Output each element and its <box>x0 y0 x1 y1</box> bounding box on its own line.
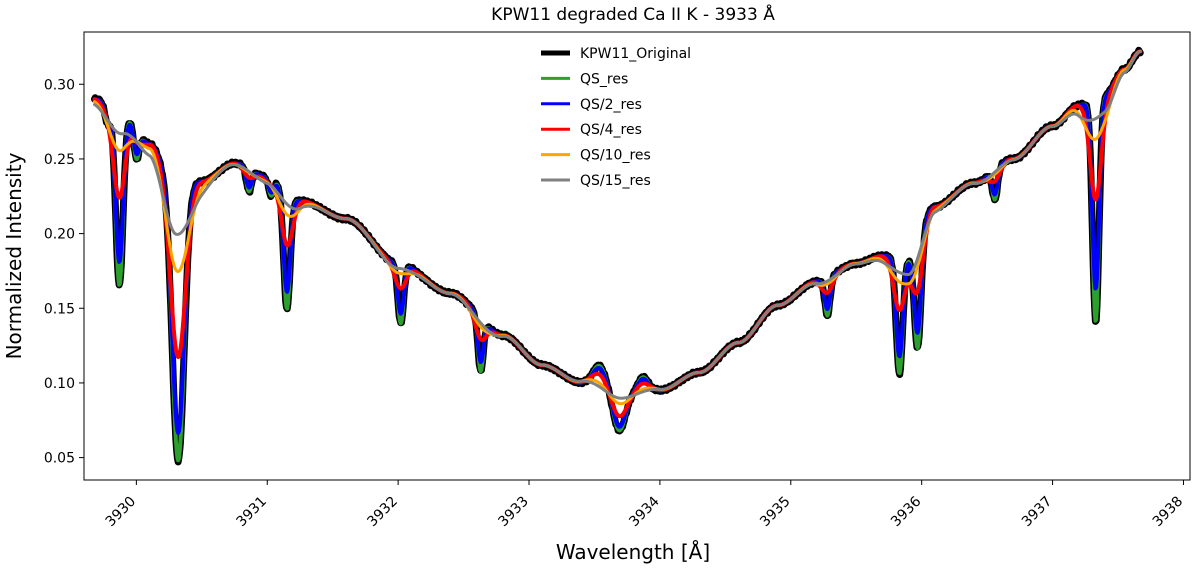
x-tick-label: 3938 <box>1150 494 1187 531</box>
legend-label: QS_res <box>580 71 628 87</box>
y-axis-label: Normalized Intensity <box>2 152 26 359</box>
y-tick-label: 0.10 <box>44 376 75 392</box>
legend-label: QS/2_res <box>580 97 642 113</box>
legend-label: QS/10_res <box>580 148 651 164</box>
x-tick-label: 3937 <box>1019 494 1056 531</box>
legend: KPW11_Original QS_res QS/2_res QS/4_res QS/1… <box>541 46 691 189</box>
y-tick-label: 0.20 <box>44 227 75 243</box>
plot-frame <box>83 31 1191 481</box>
x-tick-label: 3935 <box>757 494 794 531</box>
x-tick-label: 3933 <box>495 494 532 531</box>
x-tick-label: 3930 <box>103 494 140 531</box>
legend-label: QS/4_res <box>580 122 642 138</box>
y-tick-label: 0.30 <box>44 77 75 93</box>
y-axis: 0.05 0.10 0.15 0.20 0.25 0.30 <box>44 77 84 467</box>
chart-title: KPW11 degraded Ca II K - 3933 Å <box>491 3 775 25</box>
y-tick-label: 0.15 <box>44 301 75 317</box>
x-tick-label: 3934 <box>626 493 663 530</box>
x-tick-label: 3936 <box>888 493 925 530</box>
x-tick-label: 3932 <box>364 494 401 531</box>
series-line-qs-15-res <box>92 50 1142 400</box>
y-tick-label: 0.05 <box>44 451 75 467</box>
x-axis-label: Wavelength [Å] <box>556 540 710 564</box>
legend-label: QS/15_res <box>580 173 651 189</box>
series-group <box>90 46 1144 466</box>
legend-label: KPW11_Original <box>580 46 691 62</box>
x-tick-label: 3931 <box>234 494 271 531</box>
x-axis: 3930 3931 3932 3933 3934 3935 3936 3937 3938 <box>103 480 1187 531</box>
y-tick-label: 0.25 <box>44 152 75 168</box>
